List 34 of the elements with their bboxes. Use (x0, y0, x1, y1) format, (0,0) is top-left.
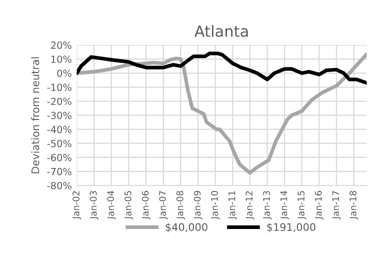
x-tick-label: Jan-02 (72, 191, 82, 220)
x-tick-label: Jan-09 (194, 190, 202, 220)
legend-label: $40,000 (166, 222, 208, 232)
x-tick-label: Jan-14 (280, 190, 289, 220)
x-tick-label: Jan-12 (246, 191, 254, 220)
x-tick-label: Jan-05 (124, 191, 134, 220)
y-tick-label: -60% (47, 154, 72, 162)
y-tick-label: 10% (51, 56, 72, 63)
x-tick-label: Jan-11 (228, 191, 237, 220)
line-series (76, 52, 367, 175)
y-tick-label: 0% (57, 70, 72, 77)
y-tick-label: 20% (51, 42, 72, 49)
y-tick-label: -40% (47, 126, 72, 134)
x-tick-label: Jan-08 (176, 190, 185, 220)
x-tick-label: Jan-13 (263, 191, 272, 220)
y-tick-label: -50% (47, 140, 72, 148)
y-tick-label: -20% (47, 98, 72, 106)
x-tick-label: Jan-15 (298, 191, 306, 220)
y-tick-label: -80% (47, 182, 72, 190)
x-tick-label: Jan-04 (107, 190, 116, 220)
x-tick-label: Jan-06 (142, 190, 150, 220)
x-tick-label: Jan-07 (159, 191, 168, 220)
y-axis-title: Deviation from neutral (31, 57, 40, 174)
y-tick-label: -70% (47, 168, 72, 176)
x-tick-label: Jan-18 (350, 190, 358, 220)
legend-label: $191,000 (267, 222, 316, 232)
x-tick-label: Jan-17 (332, 191, 341, 220)
line-series (76, 52, 367, 85)
y-tick-label: -30% (47, 112, 72, 120)
y-tick-label: -10% (47, 84, 72, 92)
x-tick-label: Jan-16 (314, 190, 324, 220)
chart-title: Atlanta (194, 25, 248, 37)
x-tick-label: Jan-10 (211, 190, 220, 220)
x-tick-label: Jan-03 (90, 191, 98, 220)
